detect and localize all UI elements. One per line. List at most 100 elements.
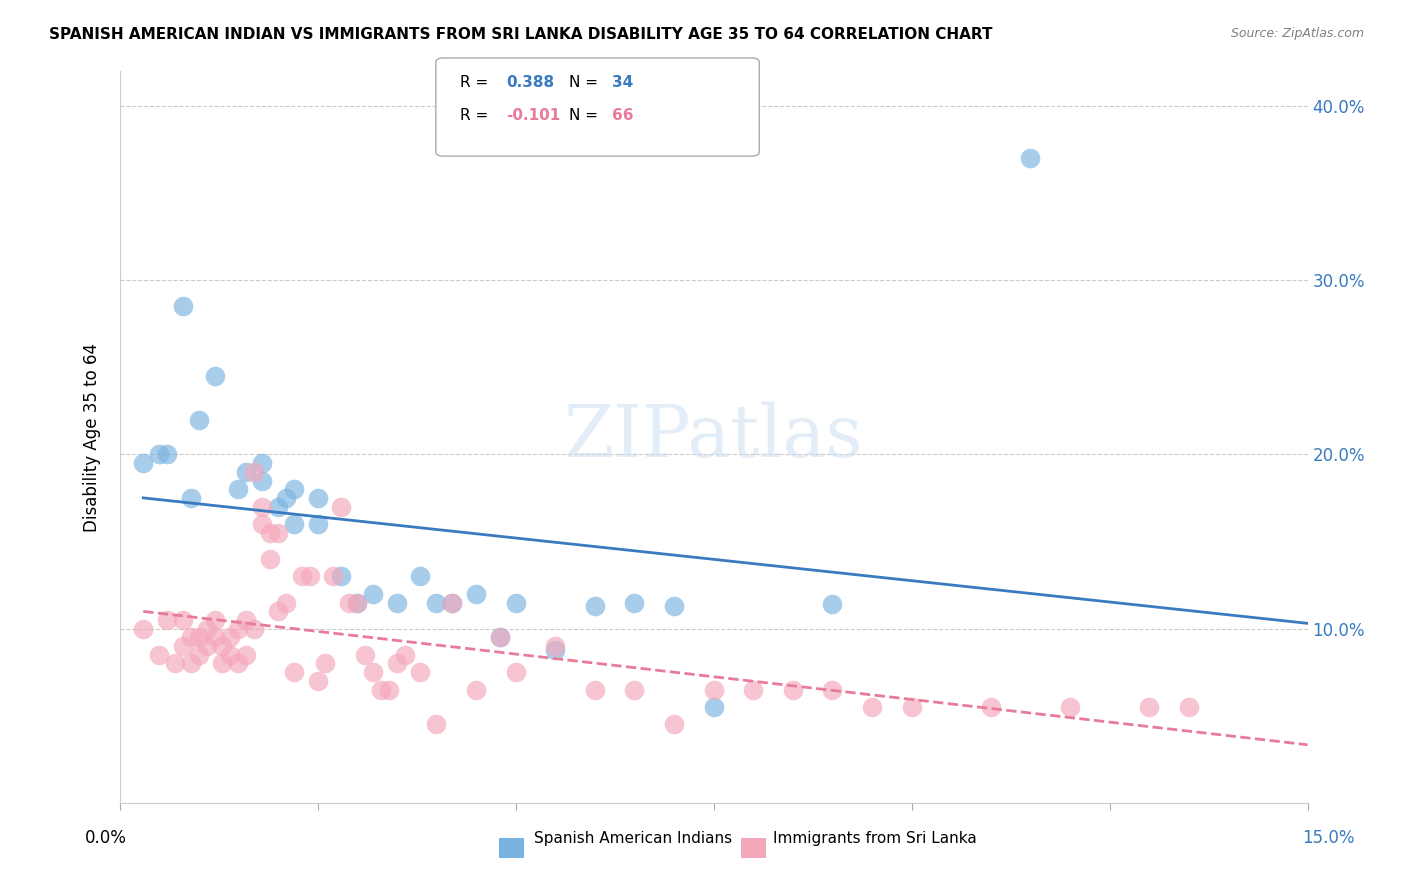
Point (180, 657, 202, 671)
Point (394, 648, 416, 662)
Point (219, 648, 242, 662)
Point (172, 613, 194, 627)
Point (409, 569, 432, 583)
Point (132, 622, 155, 636)
Point (544, 642, 567, 657)
Text: -0.101: -0.101 (506, 109, 561, 123)
Point (314, 657, 336, 671)
Point (211, 657, 233, 671)
Point (544, 639, 567, 653)
Text: Immigrants from Sri Lanka: Immigrants from Sri Lanka (773, 831, 977, 846)
Point (235, 613, 257, 627)
Text: SPANISH AMERICAN INDIAN VS IMMIGRANTS FROM SRI LANKA DISABILITY AGE 35 TO 64 COR: SPANISH AMERICAN INDIAN VS IMMIGRANTS FR… (49, 27, 993, 42)
Point (148, 448, 170, 462)
Point (243, 465, 266, 479)
Text: 66: 66 (612, 109, 633, 123)
Point (378, 682, 401, 697)
Point (385, 657, 408, 671)
Point (583, 599, 606, 613)
Point (662, 717, 685, 731)
Point (425, 717, 447, 731)
Point (307, 517, 329, 532)
Point (195, 639, 218, 653)
Text: 0.0%: 0.0% (84, 829, 127, 847)
Point (505, 595, 527, 609)
Point (980, 700, 1002, 714)
Text: ZIPatlas: ZIPatlas (564, 401, 863, 473)
Point (703, 682, 725, 697)
Point (464, 587, 488, 601)
Point (195, 622, 218, 636)
Text: N =: N = (569, 75, 599, 89)
Point (219, 631, 242, 645)
Point (148, 648, 170, 662)
Point (211, 639, 233, 653)
Point (283, 517, 305, 532)
Point (156, 448, 179, 462)
Point (623, 595, 645, 609)
Text: R =: R = (460, 75, 488, 89)
Text: N =: N = (569, 109, 599, 123)
Point (235, 465, 257, 479)
Point (409, 665, 432, 680)
Text: 0.388: 0.388 (506, 75, 554, 89)
Point (346, 595, 368, 609)
Point (488, 631, 510, 645)
Point (243, 622, 266, 636)
Point (250, 456, 273, 470)
Point (156, 613, 179, 627)
Text: Spanish American Indians: Spanish American Indians (534, 831, 733, 846)
Point (583, 682, 606, 697)
Point (291, 569, 314, 583)
Point (204, 613, 226, 627)
Point (259, 525, 281, 540)
Point (187, 631, 209, 645)
Point (782, 682, 804, 697)
Point (703, 700, 725, 714)
Point (1019, 152, 1042, 166)
Point (204, 631, 226, 645)
Point (354, 648, 377, 662)
Point (662, 599, 685, 613)
Point (228, 622, 250, 636)
Point (274, 595, 297, 609)
Point (235, 648, 257, 662)
Point (860, 700, 883, 714)
Point (283, 665, 305, 680)
Point (505, 665, 527, 680)
Point (441, 595, 464, 609)
Point (1137, 700, 1160, 714)
Point (1178, 700, 1201, 714)
Point (385, 595, 408, 609)
Point (346, 595, 368, 609)
Point (1059, 700, 1081, 714)
Point (821, 597, 844, 611)
Point (283, 483, 305, 497)
Point (488, 631, 510, 645)
Text: 34: 34 (612, 75, 633, 89)
Point (259, 552, 281, 566)
Point (228, 657, 250, 671)
Point (180, 491, 202, 505)
Text: R =: R = (460, 109, 488, 123)
Point (132, 456, 155, 470)
Text: Source: ZipAtlas.com: Source: ZipAtlas.com (1230, 27, 1364, 40)
Point (228, 483, 250, 497)
Point (267, 604, 290, 618)
Point (180, 631, 202, 645)
Point (163, 657, 186, 671)
Point (267, 500, 290, 514)
Point (464, 682, 488, 697)
Point (204, 369, 226, 384)
Point (742, 682, 765, 697)
Point (172, 300, 194, 314)
Point (250, 517, 273, 532)
Point (330, 500, 353, 514)
Point (330, 569, 353, 583)
Point (322, 569, 344, 583)
Point (900, 700, 922, 714)
Point (337, 595, 360, 609)
Point (267, 525, 290, 540)
Point (307, 673, 329, 688)
Point (250, 500, 273, 514)
